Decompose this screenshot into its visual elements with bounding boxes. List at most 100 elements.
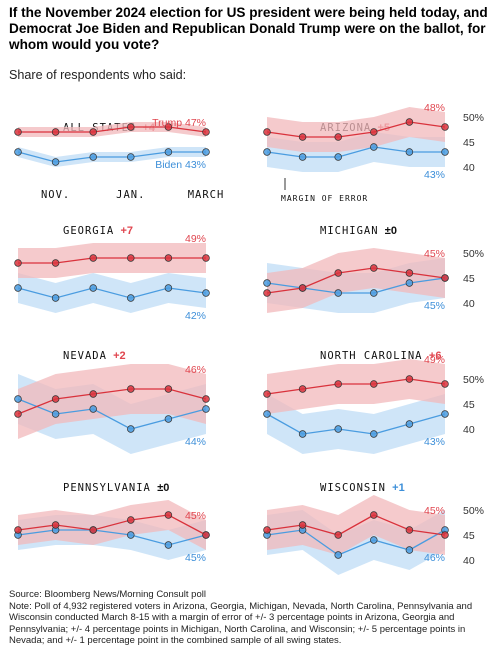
wisconsin-y-tick: 50% (463, 505, 484, 517)
wisconsin-trump-point (298, 521, 307, 529)
pennsylvania-trump-line (17, 514, 207, 536)
michigan-biden-line (266, 277, 446, 294)
all-states-biden-point (51, 158, 60, 166)
pennsylvania-trump-point (202, 531, 210, 539)
nevada-biden-line (17, 398, 207, 430)
north-carolina-y-tick: 50% (463, 374, 484, 386)
wisconsin-biden-line (266, 529, 446, 556)
north-carolina-biden-moe-band (267, 394, 445, 454)
wisconsin-trump-point (370, 511, 378, 519)
georgia-title: GEORGIA (63, 225, 114, 237)
chart-subtitle: Share of respondents who said: (9, 68, 187, 82)
all-states-x-tick: NOV. (41, 189, 70, 201)
wisconsin-trump-point (441, 531, 449, 539)
georgia-biden-point (202, 289, 210, 297)
georgia-biden-point (14, 284, 22, 292)
georgia-biden-point (127, 294, 135, 302)
nevada-trump-point (127, 385, 135, 393)
north-carolina-trump-point (441, 380, 449, 388)
north-carolina-trump-point (334, 380, 342, 388)
michigan-biden-point (370, 289, 378, 297)
georgia-trump-point (14, 259, 22, 267)
arizona-trump-end-label: 48% (424, 102, 445, 114)
arizona-y-tick: 50% (463, 112, 484, 124)
north-carolina-biden-end-label: 43% (424, 436, 445, 448)
north-carolina-trump-point (405, 375, 414, 383)
chart-title: If the November 2024 election for US pre… (9, 5, 488, 52)
all-states-biden-point (127, 153, 135, 161)
nevada-biden-point (51, 410, 60, 418)
michigan-biden-end-label: 45% (424, 300, 445, 312)
north-carolina-title: NORTH CAROLINA (320, 350, 423, 362)
all-states-biden-point (164, 148, 173, 156)
michigan-trump-point (441, 274, 449, 282)
georgia-trump-point (164, 254, 173, 262)
georgia-biden-end-label: 42% (185, 310, 206, 322)
georgia-trump-point (127, 254, 135, 262)
all-states-biden-point (202, 148, 210, 156)
wisconsin-y-tick: 40 (463, 555, 475, 567)
all-states-biden-point (89, 153, 97, 161)
all-states-x-tick: JAN. (116, 189, 145, 201)
all-states-biden-end-label: Biden 43% (155, 159, 206, 171)
north-carolina-lead: +6 (429, 350, 442, 362)
north-carolina-biden-line (266, 413, 446, 435)
michigan-trump-point (405, 269, 414, 277)
arizona-biden-point (334, 153, 342, 161)
arizona-trump-point (441, 123, 449, 131)
michigan-biden-point (405, 279, 414, 287)
pennsylvania-biden-point (127, 531, 135, 539)
michigan-lead: ±0 (385, 225, 397, 237)
north-carolina-biden-point (334, 425, 342, 433)
georgia-trump-point (89, 254, 97, 262)
north-carolina-biden-point (263, 410, 271, 418)
michigan-biden-point (263, 279, 271, 287)
all-states-biden-line (17, 151, 206, 163)
nevada-trump-point (89, 390, 97, 398)
all-states-trump-line (18, 126, 207, 133)
north-carolina-trump-moe-band (267, 359, 445, 414)
wisconsin-trump-line (266, 514, 446, 536)
wisconsin-biden-end-label: 46% (424, 552, 445, 564)
all-states-biden-point (14, 148, 22, 156)
nevada-title: NEVADA (63, 350, 107, 362)
michigan-trump-point (370, 264, 378, 272)
all-states-trump-point (127, 123, 135, 131)
nevada-trump-point (202, 395, 210, 403)
wisconsin-title: WISCONSIN (320, 482, 386, 494)
michigan-y-tick: 45 (463, 273, 475, 285)
all-states-trump-point (89, 128, 97, 136)
nevada-biden-point (164, 415, 173, 423)
north-carolina-y-tick: 45 (463, 399, 475, 411)
note-text: Note: Poll of 4,932 registered voters in… (9, 600, 473, 647)
all-states-trump-point (164, 123, 173, 131)
nevada-trump-point (164, 385, 173, 393)
pennsylvania-biden-point (164, 541, 173, 549)
all-states-trump-end-label: Trump 47% (152, 117, 206, 129)
michigan-trump-line (266, 267, 446, 294)
nevada-trump-line (17, 388, 207, 415)
arizona-biden-point (441, 148, 449, 156)
source-text: Source: Bloomberg News/Morning Consult p… (9, 589, 206, 600)
arizona-trump-point (405, 118, 414, 126)
michigan-trump-point (263, 289, 271, 297)
pennsylvania-title: PENNSYLVANIA (63, 482, 151, 494)
nevada-trump-point (51, 395, 60, 403)
michigan-trump-end-label: 45% (424, 248, 445, 260)
wisconsin-trump-point (405, 526, 414, 534)
arizona-biden-point (405, 148, 414, 156)
north-carolina-trump-point (370, 380, 378, 388)
michigan-trump-moe-band (267, 248, 445, 313)
georgia-biden-point (51, 294, 60, 302)
michigan-title: MICHIGAN (320, 225, 379, 237)
wisconsin-biden-point (334, 551, 342, 559)
michigan-y-tick: 50% (463, 248, 484, 260)
arizona-biden-point (370, 143, 378, 151)
wisconsin-lead: +1 (392, 482, 405, 494)
all-states-trump-point (14, 128, 22, 136)
all-states-x-tick: MARCH (188, 189, 225, 201)
michigan-y-tick: 40 (463, 298, 475, 310)
arizona-y-tick: 45 (463, 137, 475, 149)
wisconsin-y-tick: 45 (463, 530, 475, 542)
